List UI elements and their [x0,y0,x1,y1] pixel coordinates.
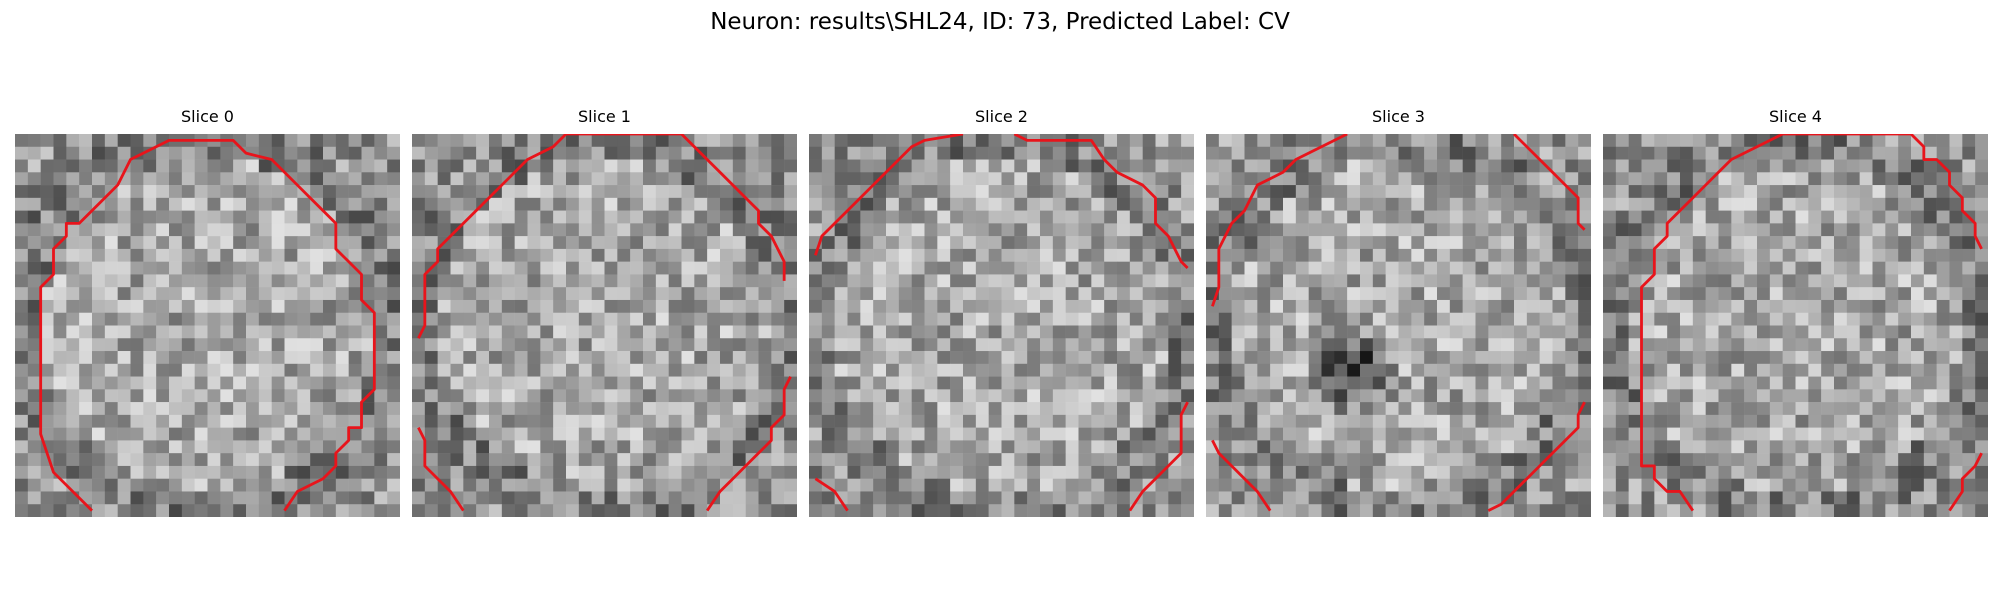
slice-title: Slice 3 [1372,107,1425,126]
pixel-grid [15,134,400,517]
contour-line [1013,134,1189,270]
pixel-grid [1603,134,1988,517]
slice-image [809,134,1194,517]
slice-title: Slice 4 [1769,107,1822,126]
pixel-grid [809,134,1194,517]
slice-title: Slice 2 [975,107,1028,126]
slice-image [412,134,797,517]
slice-title: Slice 0 [181,107,234,126]
slice-panel-1: Slice 1 [412,107,797,517]
slice-panel-2: Slice 2 [809,107,1194,517]
contour-line [814,477,849,512]
slice-panel-4: Slice 4 [1603,107,1988,517]
pixel-grid [1206,134,1591,517]
contour-line [417,134,786,339]
contour-line [705,375,792,512]
contour-line [1211,134,1348,307]
slice-title: Slice 1 [578,107,631,126]
contour-line [417,427,465,512]
slice-image [1206,134,1591,517]
contour-line [1513,134,1586,231]
slice-image [1603,134,1988,517]
contour-line [1211,439,1272,512]
contour-line [814,134,964,256]
slice-image [15,134,400,517]
contour-line [1640,134,1983,454]
contour-line [39,138,376,512]
contour-line [1640,453,1695,512]
pixel-grid [412,134,797,517]
slice-panel-0: Slice 0 [15,107,400,517]
figure-title: Neuron: results\SHL24, ID: 73, Predicted… [710,9,1290,35]
contour-line [1948,452,1983,512]
slice-panel-3: Slice 3 [1206,107,1591,517]
contour-line [1487,401,1586,512]
contour-line [1128,401,1189,512]
